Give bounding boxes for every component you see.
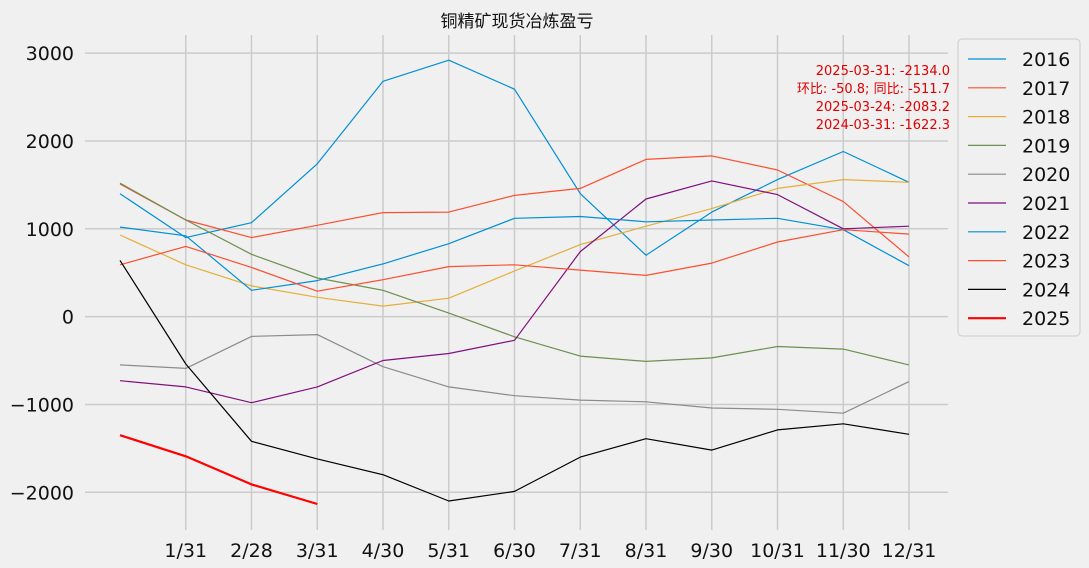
- series-line-2016: [119, 59, 910, 256]
- legend-label: 2022: [1022, 222, 1070, 244]
- series-line-2022: [119, 215, 910, 291]
- series-line-2023: [119, 229, 910, 292]
- x-tick-label: 2/28: [230, 540, 273, 562]
- annotation-line: 2025-03-24: -2083.2: [816, 100, 950, 115]
- legend-label: 2020: [1022, 164, 1070, 186]
- legend-label: 2018: [1022, 107, 1070, 129]
- series-line-2024: [119, 260, 910, 502]
- series-line-2025: [119, 434, 318, 506]
- legend-label: 2016: [1022, 49, 1070, 71]
- legend-label: 2017: [1022, 78, 1070, 100]
- grid-lines: [85, 35, 948, 530]
- series-line-2021: [119, 180, 910, 404]
- legend-label: 2021: [1022, 193, 1070, 215]
- legend-label: 2019: [1022, 135, 1070, 157]
- series-lines: [119, 59, 910, 506]
- x-tick-label: 8/31: [625, 540, 668, 562]
- y-tick-label: 0: [62, 307, 74, 329]
- series-line-2019: [119, 182, 910, 366]
- y-tick-label: 1000: [26, 219, 74, 241]
- y-tick-label: −1000: [10, 394, 74, 416]
- series-line-2020: [119, 334, 910, 414]
- legend-box: [957, 38, 1081, 337]
- x-axis-ticks: 1/31 2/28 3/31 4/30 5/31 6/30 7/31 8/31 9/30 10/3…: [164, 540, 936, 562]
- annotation-line: 环比: -50.8; 同比: -511.7: [797, 82, 950, 97]
- y-tick-label: −2000: [10, 482, 74, 504]
- legend-label: 2025: [1022, 308, 1070, 330]
- x-tick-label: 7/31: [559, 540, 602, 562]
- y-axis-ticks: 3000 2000 1000 0 −1000 −2000: [10, 43, 74, 504]
- x-tick-label: 10/31: [750, 540, 805, 562]
- annotation-line: 2024-03-31: -1622.3: [816, 118, 950, 133]
- series-line-2018: [119, 179, 910, 307]
- x-tick-label: 12/31: [882, 540, 937, 562]
- legend-label: 2024: [1022, 279, 1070, 301]
- annotation-line: 2025-03-31: -2134.0: [816, 64, 950, 79]
- x-tick-label: 11/30: [816, 540, 871, 562]
- x-tick-label: 1/31: [164, 540, 207, 562]
- legend: 2016 2017 2018 2019 2020 2021 2022 2023 2024 2025: [957, 38, 1081, 337]
- x-tick-label: 4/30: [362, 540, 405, 562]
- legend-label: 2023: [1022, 251, 1070, 273]
- chart-title: 铜精矿现货冶炼盈亏: [441, 12, 594, 32]
- series-line-2017: [119, 155, 910, 258]
- y-tick-label: 3000: [26, 43, 74, 65]
- x-tick-label: 6/30: [493, 540, 536, 562]
- x-tick-label: 9/30: [690, 540, 733, 562]
- x-tick-label: 3/31: [296, 540, 339, 562]
- x-tick-label: 5/31: [427, 540, 470, 562]
- annotation-block: 2025-03-31: -2134.0 环比: -50.8; 同比: -511.…: [797, 64, 950, 133]
- y-tick-label: 2000: [26, 131, 74, 153]
